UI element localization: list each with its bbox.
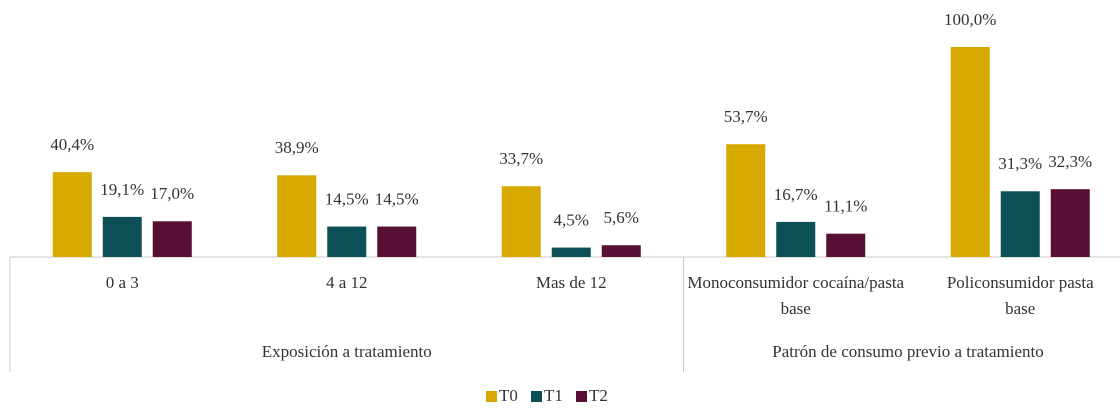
value-label: 14,5% [375,189,419,208]
group-label: Patrón de consumo previo a tratamiento [772,342,1043,361]
value-label: 32,3% [1048,152,1092,171]
bar [52,172,92,257]
value-label: 16,7% [774,185,818,204]
bar [776,221,816,257]
bar [277,175,317,257]
bar [726,144,766,257]
value-label: 31,3% [998,154,1042,173]
value-label: 19,1% [100,180,144,199]
x-tick-label: 4 a 12 [326,273,368,292]
legend-swatch [576,391,587,402]
group-label: Exposición a tratamiento [262,342,432,361]
x-tick-label: Mas de 12 [536,273,607,292]
value-label: 40,4% [50,135,94,154]
legend-swatch [531,391,542,402]
legend-label: T2 [589,386,608,405]
value-label: 17,0% [150,184,194,203]
value-label: 11,1% [824,197,867,216]
bar [377,226,417,257]
bar [601,245,641,257]
bar [102,216,142,257]
x-tick-label: Policonsumidor pasta base [947,273,1094,318]
value-label: 53,7% [724,107,768,126]
value-label: 38,9% [275,138,319,157]
value-label: 33,7% [499,149,543,168]
value-label: 100,0% [944,10,996,29]
x-tick-label: Monoconsumidor cocaína/pasta base [687,273,904,318]
bar [1000,191,1040,257]
legend-label: T0 [499,386,518,405]
value-label: 5,6% [604,208,639,227]
bar [501,186,541,257]
bar [1050,189,1090,257]
value-label: 14,5% [325,189,369,208]
bar [826,233,866,257]
legend-label: T1 [544,386,563,405]
bar [551,247,591,257]
bar [152,221,192,257]
bar [950,47,990,257]
value-label: 4,5% [554,210,589,229]
bar [327,226,367,257]
x-tick-label: 0 a 3 [106,273,139,292]
legend-swatch [486,391,497,402]
